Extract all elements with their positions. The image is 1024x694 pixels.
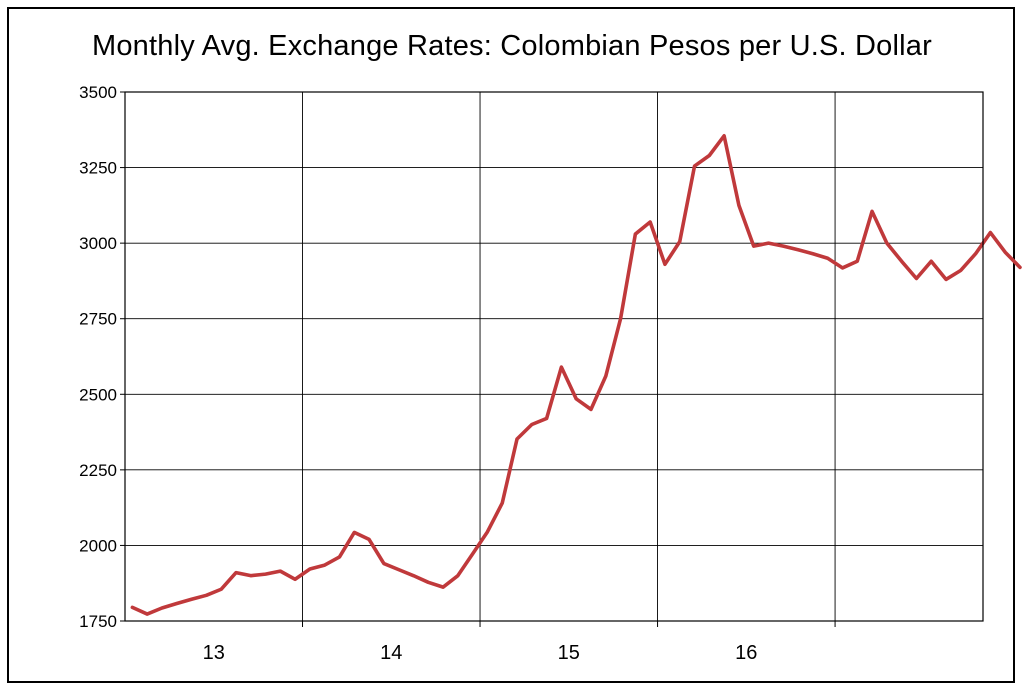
y-tick-label: 2000 <box>79 536 117 555</box>
y-tick-label: 3000 <box>79 234 117 253</box>
x-tick-label: 15 <box>558 642 580 664</box>
y-tick-label: 3250 <box>79 159 117 178</box>
chart-frame <box>7 7 1015 683</box>
series-line <box>130 134 1022 616</box>
y-tick-label: 2500 <box>79 385 117 404</box>
y-tick-label: 2250 <box>79 461 117 480</box>
x-tick-label: 13 <box>203 642 225 664</box>
grid <box>125 91 983 627</box>
y-tick-label: 1750 <box>79 612 117 631</box>
chart-title: Monthly Avg. Exchange Rates: Colombian P… <box>92 30 932 62</box>
x-tick-label: 16 <box>735 642 757 664</box>
y-axis-ticks: 1750 2000 2250 2500 2750 3000 3250 3500 <box>79 83 125 631</box>
y-tick-label: 2750 <box>79 310 117 329</box>
plot-area-border <box>124 91 984 622</box>
y-tick-label: 3500 <box>79 83 117 102</box>
x-tick-label: 14 <box>380 642 402 664</box>
x-axis-ticks: 13 14 15 16 <box>203 642 758 664</box>
series-layer <box>130 134 1022 616</box>
